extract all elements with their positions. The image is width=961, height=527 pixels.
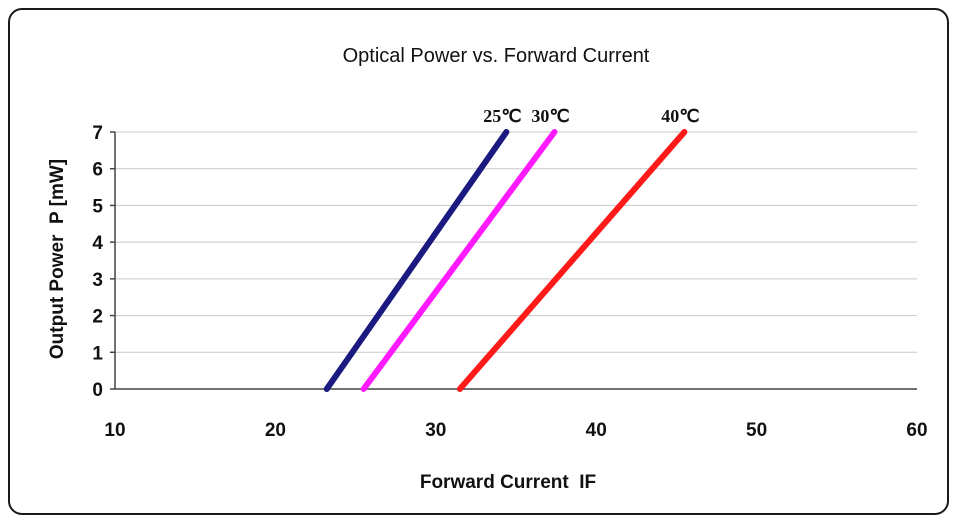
tick-layer: 0 1 2 3 4 5 6 7 10 20 30 40 50 60 25℃ 30℃ 40℃ xyxy=(92,106,927,441)
series-label-1: 25℃ xyxy=(483,106,521,126)
y-tick-label-0: 0 xyxy=(92,380,103,401)
x-axis-label: Forward Current IF xyxy=(420,472,596,493)
x-tick-label-60: 60 xyxy=(906,420,927,441)
series-label-2: 30℃ xyxy=(531,106,569,126)
chart-frame xyxy=(8,8,949,515)
chart-title: Optical Power vs. Forward Current xyxy=(343,45,650,67)
y-tick-label-5: 5 xyxy=(92,196,103,217)
axis-layer xyxy=(110,131,917,390)
y-tick-label-3: 3 xyxy=(92,270,103,291)
x-tick-label-40: 40 xyxy=(586,420,607,441)
series-line-2 xyxy=(360,129,558,392)
y-axis-label: Output Power P [mW] xyxy=(47,159,68,359)
y-tick-label-2: 2 xyxy=(92,307,103,328)
x-tick-label-20: 20 xyxy=(265,420,286,441)
x-tick-label-10: 10 xyxy=(104,420,125,441)
series-line-1 xyxy=(323,129,510,392)
series-line-3 xyxy=(456,129,688,392)
grid-layer xyxy=(115,131,917,353)
y-tick-label-6: 6 xyxy=(92,160,103,181)
x-tick-label-30: 30 xyxy=(425,420,446,441)
x-tick-label-50: 50 xyxy=(746,420,767,441)
y-tick-label-4: 4 xyxy=(92,233,103,254)
series-layer xyxy=(323,129,688,392)
y-tick-label-7: 7 xyxy=(92,123,103,144)
series-label-3: 40℃ xyxy=(661,106,699,126)
y-tick-label-1: 1 xyxy=(92,343,103,364)
